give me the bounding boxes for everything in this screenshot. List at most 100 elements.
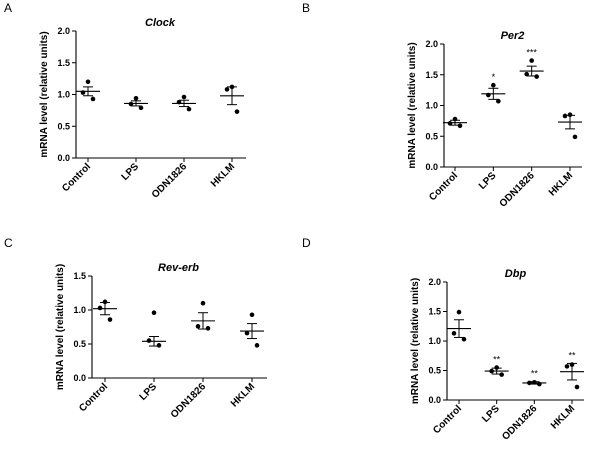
data-point <box>229 84 235 90</box>
y-tick-label: 0.0 <box>57 153 70 163</box>
data-point <box>491 82 496 88</box>
data-point <box>234 109 240 114</box>
data-point <box>249 312 255 318</box>
y-tick-label: 1.0 <box>73 305 86 315</box>
x-tick-label: HKLM <box>547 170 575 198</box>
x-tick-label: ODN1826 <box>169 381 209 421</box>
data-point <box>529 58 534 63</box>
panel-letter: B <box>302 1 310 15</box>
data-point <box>176 99 182 105</box>
x-tick-label: ODN1826 <box>500 403 540 443</box>
data-point <box>90 96 96 102</box>
y-tick-label: 1.5 <box>73 271 86 281</box>
y-tick-label: 0.0 <box>425 162 438 172</box>
data-point <box>572 134 578 140</box>
data-point <box>128 101 134 107</box>
data-point <box>489 368 494 374</box>
data-point <box>452 116 458 122</box>
chart-panel-c: C Rev-erb 0.0 0.5 1.0 1.5 mRNA level (relative… <box>4 236 267 421</box>
chart-title: Dbp <box>505 268 527 280</box>
x-tick-label: Control <box>60 161 93 194</box>
x-tick-label: LPS <box>477 170 499 192</box>
x-tick-label: ODN1826 <box>150 161 190 201</box>
data-point <box>537 381 542 387</box>
significance-marker: * <box>492 72 496 82</box>
data-point <box>80 90 86 95</box>
data-point <box>486 92 491 98</box>
x-tick-label: Control <box>431 403 464 436</box>
y-tick-label: 0.5 <box>428 366 441 376</box>
chart-panel-b: B Per2 0.0 0.5 1.0 1.5 2.0 mRNA level (relative… <box>302 1 582 210</box>
y-tick-label: 0.5 <box>73 339 86 349</box>
data-point <box>524 71 529 77</box>
data-point <box>574 384 580 390</box>
y-tick-label: 1.0 <box>57 90 70 100</box>
data-point <box>451 331 457 336</box>
data-point <box>102 299 108 305</box>
data-point <box>200 300 206 306</box>
y-axis-label: mRNA level (relative units) <box>39 31 50 157</box>
data-point <box>254 343 260 348</box>
data-point <box>447 121 453 126</box>
significance-marker: ** <box>568 350 576 360</box>
y-tick-label: 1.0 <box>425 101 438 111</box>
data-point <box>156 343 162 348</box>
x-tick-label: Control <box>77 381 110 414</box>
chart-title: Per2 <box>501 30 525 42</box>
data-point <box>244 330 250 336</box>
significance-marker: ** <box>493 355 501 365</box>
data-point <box>97 305 103 311</box>
panel-letter: A <box>4 1 12 15</box>
y-axis-label: mRNA level (relative units) <box>410 278 421 404</box>
x-tick-label: LPS <box>138 381 160 403</box>
data-point <box>534 74 539 79</box>
data-point <box>181 94 187 100</box>
x-tick-label: Control <box>427 170 460 203</box>
x-tick-label: HKLM <box>229 381 257 409</box>
data-point <box>133 96 139 101</box>
data-point <box>138 105 144 111</box>
data-point <box>457 123 463 129</box>
data-point <box>496 98 501 104</box>
chart-title: Rev-erb <box>158 262 199 274</box>
data-point <box>461 336 467 342</box>
y-tick-label: 0.0 <box>73 373 86 383</box>
chart-panel-a: A Clock 0.0 0.5 1.0 1.5 2.0 mRNA level (relativ… <box>4 1 246 201</box>
y-tick-label: 0.5 <box>57 121 70 131</box>
panel-letter: D <box>302 236 311 250</box>
y-tick-label: 1.0 <box>428 336 441 346</box>
data-point <box>195 324 201 329</box>
data-point <box>494 365 499 370</box>
data-point <box>456 309 462 315</box>
data-point <box>499 372 504 377</box>
data-point <box>151 310 157 316</box>
y-axis-label: mRNA level (relative units) <box>55 264 66 390</box>
panel-letter: C <box>4 236 13 250</box>
data-point <box>107 317 113 322</box>
data-point <box>146 338 152 343</box>
significance-marker: ** <box>531 369 539 379</box>
data-point <box>186 106 192 112</box>
x-tick-label: LPS <box>480 403 502 425</box>
data-point <box>85 79 91 85</box>
data-point <box>564 364 570 369</box>
data-point <box>532 380 537 385</box>
x-tick-label: HKLM <box>209 161 237 189</box>
y-tick-label: 0.5 <box>425 131 438 141</box>
data-point <box>567 112 573 118</box>
x-tick-label: HKLM <box>549 403 577 431</box>
y-axis-label: mRNA level (relative units) <box>407 42 418 168</box>
y-tick-label: 2.0 <box>425 39 438 49</box>
data-point <box>527 380 532 386</box>
chart-panel-d: D Dbp 0.0 0.5 1.0 1.5 2.0 mRNA level (relative … <box>302 236 584 443</box>
x-tick-label: ODN1826 <box>498 170 538 210</box>
y-tick-label: 0.0 <box>428 395 441 405</box>
chart-title: Clock <box>145 17 176 29</box>
data-point <box>562 113 568 119</box>
x-tick-label: LPS <box>120 161 142 183</box>
data-point <box>224 87 230 92</box>
y-tick-label: 2.0 <box>57 26 70 36</box>
data-point <box>205 326 211 331</box>
y-tick-label: 1.5 <box>57 58 70 68</box>
